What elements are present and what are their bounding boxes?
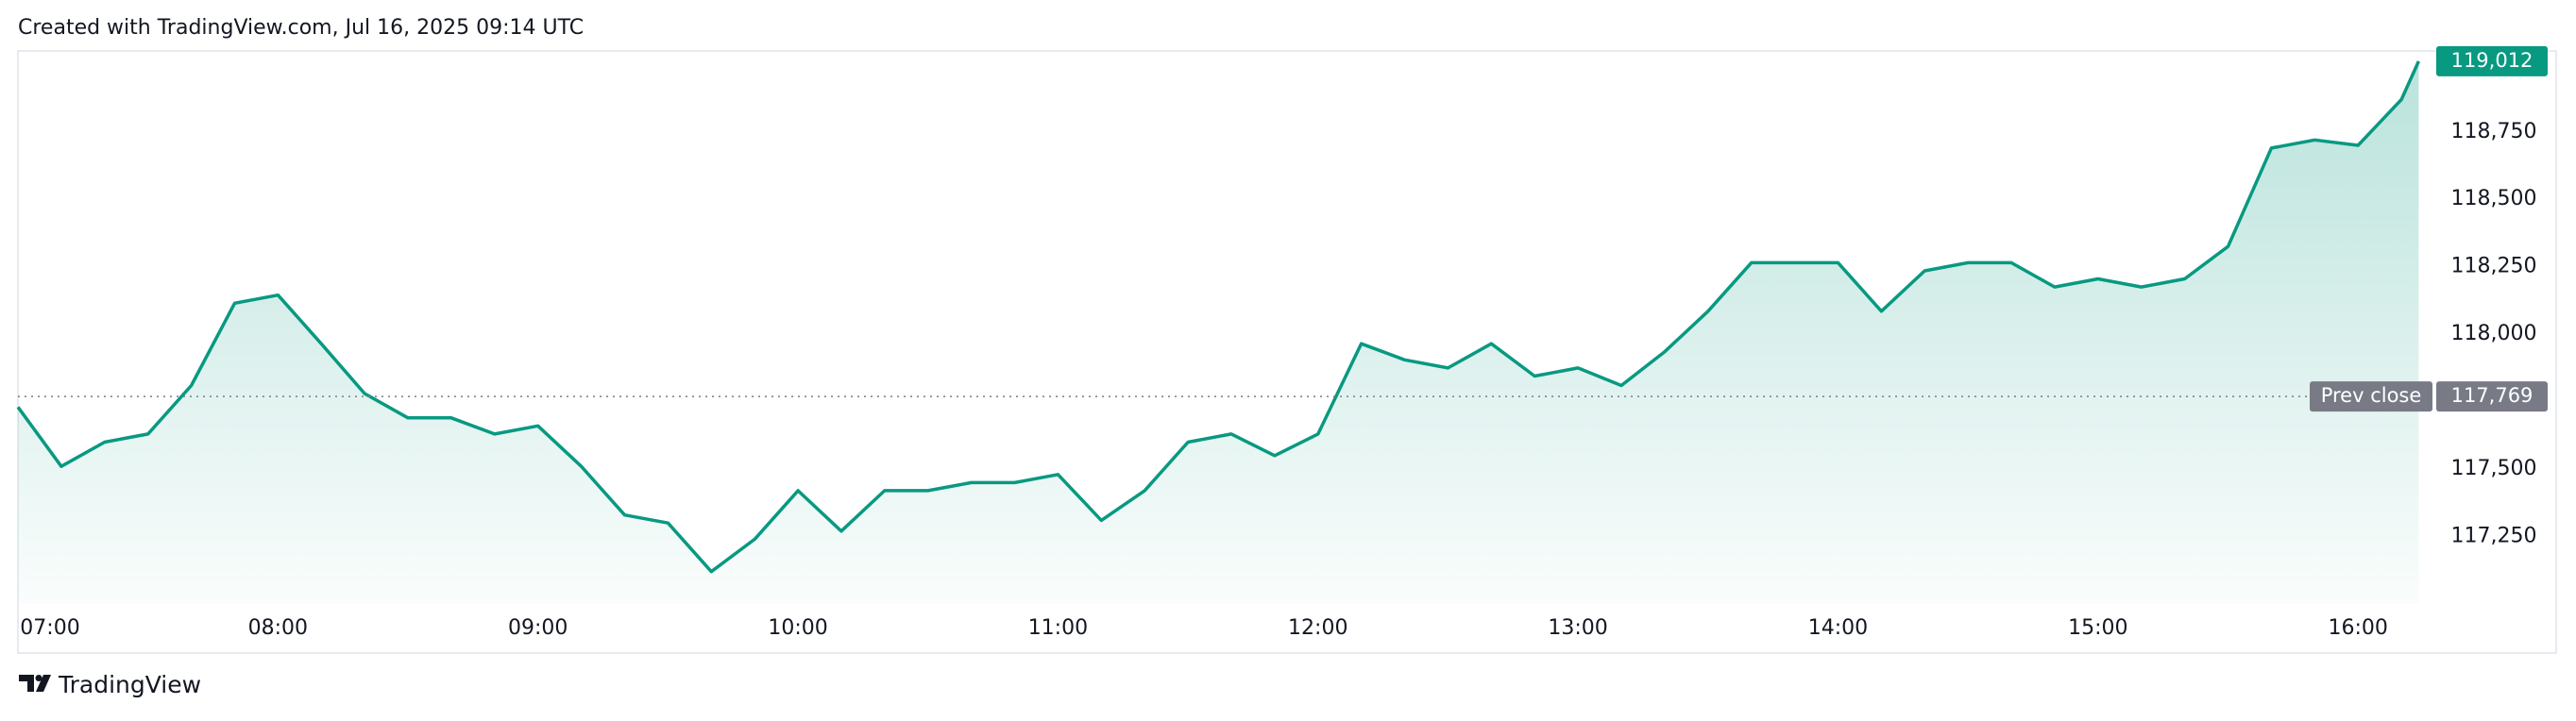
y-tick-label: 118,250: [2451, 255, 2537, 278]
price-tag-text: 119,012: [2451, 49, 2534, 72]
x-tick-label: 08:00: [248, 616, 308, 640]
area-fill: [18, 60, 2419, 604]
tradingview-logo: [19, 675, 51, 692]
footer-brand: TradingView: [58, 671, 201, 698]
x-tick-label: 11:00: [1028, 616, 1088, 640]
x-tick-label: 14:00: [1808, 616, 1868, 640]
x-tick-label: 12:00: [1288, 616, 1347, 640]
chart-frame: [17, 50, 2557, 654]
prev-close-text: Prev close: [2321, 384, 2422, 407]
prev-close-tag: [2310, 381, 2432, 412]
x-tick-label: 13:00: [1548, 616, 1607, 640]
x-tick-label: 16:00: [2328, 616, 2387, 640]
y-tick-label: 117,250: [2451, 525, 2537, 548]
x-tick-label: 07:00: [20, 616, 79, 640]
price-tag-text: 117,769: [2451, 384, 2534, 407]
price-line: [16, 60, 2420, 574]
x-tick-label: 09:00: [508, 616, 568, 640]
header-text: Created with TradingView.com, Jul 16, 20…: [18, 16, 584, 40]
y-tick-label: 118,750: [2451, 120, 2537, 143]
y-tick-label: 118,000: [2451, 322, 2537, 345]
y-tick-label: 118,500: [2451, 187, 2537, 210]
price-tag: [2436, 45, 2548, 76]
y-tick-label: 117,500: [2451, 457, 2537, 480]
x-tick-label: 10:00: [768, 616, 827, 640]
x-tick-label: 15:00: [2068, 616, 2127, 640]
price-tag: [2436, 381, 2548, 412]
